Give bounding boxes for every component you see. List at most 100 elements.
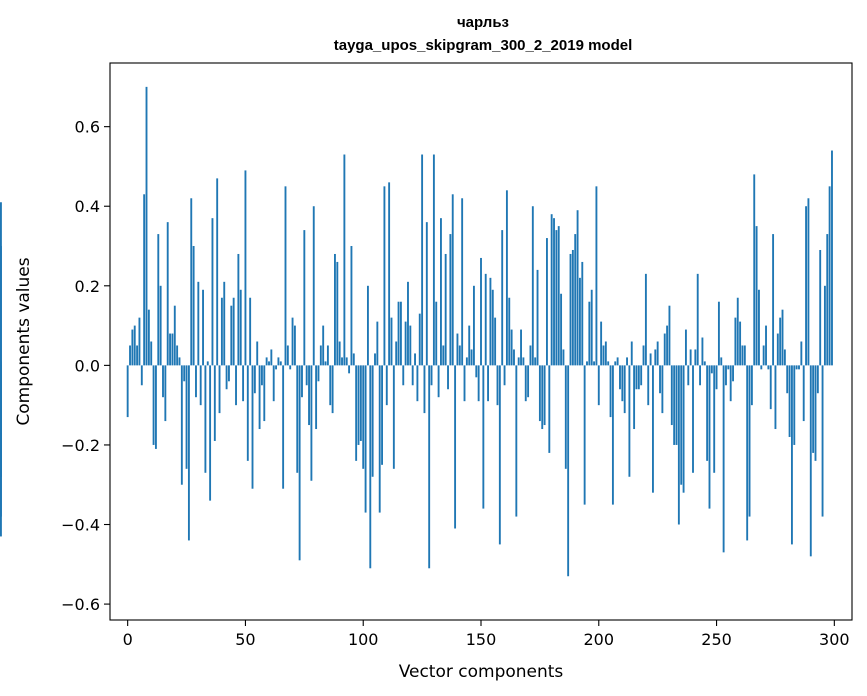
bar-259 [736, 297, 739, 366]
bar-64 [277, 357, 280, 366]
bar-44 [230, 305, 233, 366]
bar-216 [635, 365, 638, 390]
bar-167 [520, 329, 522, 366]
bar-10 [150, 341, 153, 366]
bar-260 [739, 321, 742, 366]
bar-173 [534, 357, 537, 366]
y-tick-label: 0.0 [75, 356, 100, 375]
bar-192 [578, 277, 581, 366]
bar-262 [743, 345, 746, 366]
bar-149 [477, 365, 480, 402]
bar-225 [656, 341, 659, 366]
bar-78 [310, 365, 313, 481]
bar-7 [143, 194, 146, 366]
bar-114 [395, 341, 398, 366]
bar-112 [390, 317, 393, 366]
bar-266 [753, 174, 756, 366]
bar-80 [315, 365, 318, 430]
bar-145 [468, 325, 471, 366]
bar-296 [823, 285, 826, 366]
bar-59 [265, 357, 268, 366]
bar-190 [574, 234, 577, 366]
bar-202 [602, 345, 605, 366]
bar-118 [404, 321, 407, 366]
bar-125 [421, 154, 424, 366]
bar-247 [708, 365, 711, 509]
bar-82 [319, 345, 322, 366]
bar-69 [289, 365, 292, 370]
bar-224 [654, 349, 657, 366]
plot-frame [109, 62, 853, 621]
bar-81 [317, 365, 320, 382]
bar-92 [343, 154, 346, 366]
bar-172 [531, 206, 534, 366]
y-tick-label: −0.4 [61, 516, 100, 535]
bar-226 [659, 365, 661, 394]
bar-152 [484, 273, 487, 366]
bar-293 [816, 365, 819, 394]
bar-18 [169, 333, 171, 366]
bar-117 [402, 365, 405, 386]
x-tick-label: 100 [348, 630, 379, 649]
bar-101 [364, 365, 367, 513]
bar-275 [774, 365, 777, 430]
y-tick-label: 0.2 [75, 277, 100, 296]
bar-107 [378, 365, 381, 513]
bar-100 [362, 365, 365, 469]
bar-93 [345, 357, 348, 366]
bar-288 [805, 206, 807, 366]
y-tick-label: 0.6 [75, 118, 100, 137]
bar-183 [557, 226, 560, 366]
bar-197 [590, 289, 593, 366]
bar-158 [498, 365, 501, 545]
bar-89 [336, 261, 339, 366]
bar-135 [444, 253, 447, 366]
bar-109 [383, 186, 386, 366]
bar-164 [513, 349, 515, 366]
chart-title: чарльз [457, 14, 509, 31]
bar-84 [324, 361, 327, 366]
bar-166 [517, 357, 520, 366]
bar-76 [305, 365, 308, 386]
bar-series [0, 86, 833, 577]
bar-256 [729, 365, 732, 402]
bar-174 [536, 269, 539, 366]
bar-248 [710, 365, 713, 374]
bar-102 [366, 285, 369, 366]
bar-196 [588, 301, 591, 366]
bar-27 [190, 198, 193, 366]
bar-11 [152, 365, 155, 445]
bar-261 [741, 345, 744, 366]
bar-295 [821, 365, 824, 517]
bar-2 [131, 329, 134, 366]
bar-90 [338, 341, 341, 366]
bar-223 [652, 365, 654, 493]
bar-213 [628, 365, 631, 477]
bar-139 [454, 365, 457, 529]
bar-36 [211, 218, 214, 366]
bar-132 [437, 365, 440, 398]
bar-33 [204, 365, 207, 473]
bar-39 [218, 365, 221, 414]
bar-124 [418, 313, 421, 366]
bar-265 [750, 365, 753, 406]
bar-284 [795, 365, 798, 370]
bar-134 [442, 345, 445, 366]
x-tick-label: 200 [584, 630, 615, 649]
bar-241 [694, 349, 697, 366]
bar-163 [510, 329, 513, 366]
bar-141 [458, 345, 461, 366]
bar-205 [609, 365, 612, 418]
bar-49 [242, 365, 245, 402]
bar-87 [331, 365, 334, 414]
bar-19 [171, 333, 174, 366]
bar-41 [223, 281, 226, 366]
bar-280 [786, 365, 789, 394]
bar-21 [176, 345, 179, 366]
bar-203 [604, 341, 607, 366]
bar-187 [567, 365, 570, 577]
bar-105 [374, 353, 376, 366]
bar-195 [586, 361, 588, 366]
bar-157 [496, 365, 499, 406]
